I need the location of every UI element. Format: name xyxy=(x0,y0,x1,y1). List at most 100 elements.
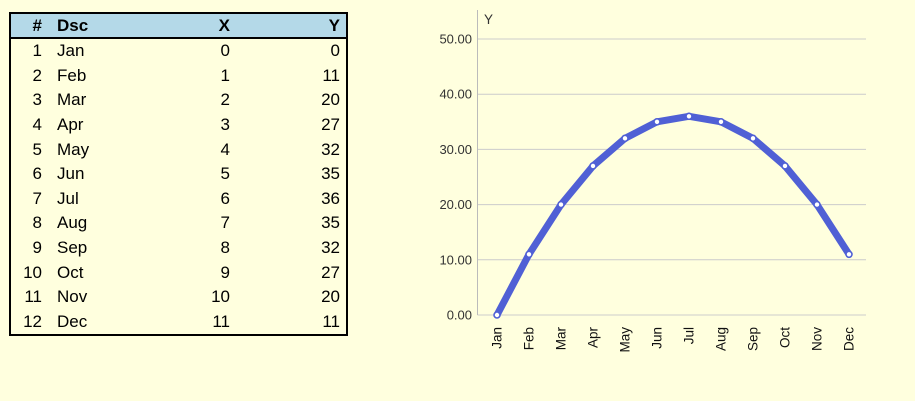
row-y-cell[interactable]: 32 xyxy=(321,238,340,258)
x-tick-label: Oct xyxy=(778,327,793,348)
y-tick-label: 30.00 xyxy=(439,142,472,157)
x-tick-label: Aug xyxy=(714,327,729,351)
data-point-marker xyxy=(525,250,533,259)
row-x-cell[interactable]: 2 xyxy=(220,90,230,110)
row-num-cell[interactable]: 4 xyxy=(32,115,42,135)
x-tick-label: Feb xyxy=(522,327,537,350)
row-dsc-cell[interactable]: May xyxy=(57,139,90,159)
x-tick-label: Dec xyxy=(842,327,857,351)
col-header-x: X xyxy=(177,13,243,39)
table-row: 7 Jul 6 36 xyxy=(10,187,347,212)
table-row: 3 Mar 2 20 xyxy=(10,88,347,113)
data-line xyxy=(493,112,853,319)
row-num-cell[interactable]: 12 xyxy=(23,311,42,331)
row-dsc-cell[interactable]: Feb xyxy=(57,65,87,85)
row-y-cell[interactable]: 36 xyxy=(321,188,340,208)
data-point-marker xyxy=(685,112,693,121)
row-y-cell[interactable]: 35 xyxy=(321,164,340,184)
data-point-marker xyxy=(557,200,565,209)
data-table: # Dsc X Y 1 Jan 0 0 2 Feb 1 11 3 Mar 2 20 4 Apr 3 27 5 Ma… xyxy=(9,12,348,337)
data-point-marker xyxy=(717,118,725,126)
x-tick-label: Sep xyxy=(746,327,761,351)
row-x-cell[interactable]: 10 xyxy=(211,287,230,307)
row-y-cell[interactable]: 27 xyxy=(321,115,340,135)
row-dsc-cell[interactable]: Oct xyxy=(57,262,84,282)
row-y-cell[interactable]: 27 xyxy=(321,262,340,282)
row-dsc-cell[interactable]: Jun xyxy=(57,164,85,184)
row-y-cell[interactable]: 0 xyxy=(330,41,340,61)
table-row: 1 Jan 0 0 xyxy=(10,38,347,64)
y-tick-label: 10.00 xyxy=(439,252,472,267)
data-point-marker xyxy=(749,134,757,143)
row-dsc-cell[interactable]: Jul xyxy=(57,188,79,208)
row-x-cell[interactable]: 5 xyxy=(220,164,230,184)
x-tick-label: Apr xyxy=(586,327,601,349)
row-dsc-cell[interactable]: Dec xyxy=(57,311,88,331)
row-dsc-cell[interactable]: Apr xyxy=(57,115,84,135)
row-num-cell[interactable]: 5 xyxy=(32,139,42,159)
row-dsc-cell[interactable]: Aug xyxy=(57,213,88,233)
row-dsc-cell[interactable]: Mar xyxy=(57,90,87,110)
row-dsc-cell[interactable]: Sep xyxy=(57,238,88,258)
x-tick-label: Jun xyxy=(650,327,665,349)
row-x-cell[interactable]: 7 xyxy=(220,213,230,233)
table-row: 4 Apr 3 27 xyxy=(10,113,347,138)
table-row: 9 Sep 8 32 xyxy=(10,236,347,261)
col-header-dsc: Dsc xyxy=(42,13,177,39)
row-y-cell[interactable]: 32 xyxy=(321,139,340,159)
table-row: 12 Dec 11 11 xyxy=(10,310,347,336)
row-num-cell[interactable]: 10 xyxy=(23,262,42,282)
table-row: 8 Aug 7 35 xyxy=(10,211,347,236)
row-num-cell[interactable]: 2 xyxy=(32,65,42,85)
row-x-cell[interactable]: 6 xyxy=(220,188,230,208)
x-tick-label: Nov xyxy=(810,327,825,351)
data-point-marker xyxy=(845,250,853,259)
row-y-cell[interactable]: 35 xyxy=(321,213,340,233)
row-y-cell[interactable]: 20 xyxy=(321,90,340,110)
row-num-cell[interactable]: 8 xyxy=(32,213,42,233)
row-x-cell[interactable]: 0 xyxy=(220,41,230,61)
data-point-marker xyxy=(781,162,789,170)
row-x-cell[interactable]: 4 xyxy=(220,139,230,159)
row-dsc-cell[interactable]: Jan xyxy=(57,41,85,61)
y-axis-title: Y xyxy=(484,12,493,27)
y-tick-label: 0.00 xyxy=(447,308,472,323)
x-tick-label: May xyxy=(618,327,633,353)
row-x-cell[interactable]: 11 xyxy=(212,311,230,331)
table-row: 11 Nov 10 20 xyxy=(10,285,347,310)
data-point-marker xyxy=(653,118,661,126)
row-x-cell[interactable]: 8 xyxy=(220,238,230,258)
row-x-cell[interactable]: 1 xyxy=(220,65,230,85)
table-row: 10 Oct 9 27 xyxy=(10,260,347,285)
x-tick-label: Jan xyxy=(490,327,505,349)
row-y-cell[interactable]: 20 xyxy=(321,287,340,307)
col-header-y: Y xyxy=(243,13,347,39)
row-num-cell[interactable]: 6 xyxy=(32,164,42,184)
table-row: 6 Jun 5 35 xyxy=(10,162,347,187)
row-num-cell[interactable]: 11 xyxy=(24,287,42,307)
data-point-marker xyxy=(589,162,597,170)
x-tick-label: Mar xyxy=(554,326,569,350)
x-tick-label: Jul xyxy=(682,327,697,344)
row-num-cell[interactable]: 3 xyxy=(32,90,42,110)
row-x-cell[interactable]: 3 xyxy=(220,115,230,135)
row-num-cell[interactable]: 7 xyxy=(32,188,42,208)
y-tick-label: 50.00 xyxy=(439,32,472,47)
row-num-cell[interactable]: 1 xyxy=(32,41,42,61)
data-point-marker xyxy=(621,134,629,143)
row-y-cell[interactable]: 11 xyxy=(322,65,340,85)
data-point-marker xyxy=(493,311,501,319)
row-y-cell[interactable]: 11 xyxy=(322,311,340,331)
row-num-cell[interactable]: 9 xyxy=(32,238,42,258)
row-dsc-cell[interactable]: Nov xyxy=(57,287,88,307)
y-tick-label: 40.00 xyxy=(439,87,472,102)
table-header-row: # Dsc X Y xyxy=(10,13,347,39)
row-x-cell[interactable]: 9 xyxy=(220,262,230,282)
table-row: 2 Feb 1 11 xyxy=(10,64,347,89)
data-point-marker xyxy=(813,200,821,209)
table-body: 1 Jan 0 0 2 Feb 1 11 3 Mar 2 20 4 Apr 3 27 5 May 4 32 6 Jun 5 3… xyxy=(10,38,347,335)
y-tick-label: 20.00 xyxy=(439,197,472,212)
col-header-num: # xyxy=(10,13,42,39)
